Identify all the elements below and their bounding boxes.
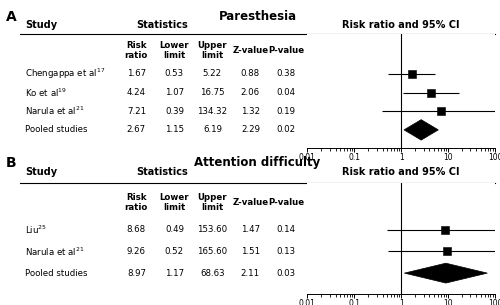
Text: 2.06: 2.06 — [241, 88, 260, 97]
Text: 134.32: 134.32 — [198, 107, 228, 116]
Text: Narula et al$^{21}$: Narula et al$^{21}$ — [25, 245, 84, 258]
Text: 165.60: 165.60 — [198, 247, 228, 256]
Text: Study: Study — [25, 167, 57, 178]
Text: 4.24: 4.24 — [127, 88, 146, 97]
Text: 0.19: 0.19 — [276, 107, 295, 116]
Text: 153.60: 153.60 — [198, 225, 228, 234]
Text: 5.22: 5.22 — [203, 70, 222, 78]
Text: Lower
limit: Lower limit — [160, 41, 189, 60]
Text: 0.14: 0.14 — [276, 225, 295, 234]
Text: 2.29: 2.29 — [241, 125, 260, 135]
Text: 0.02: 0.02 — [276, 125, 295, 135]
Text: Ko et al$^{19}$: Ko et al$^{19}$ — [25, 86, 67, 99]
Text: A: A — [6, 10, 16, 24]
Text: 2.11: 2.11 — [241, 269, 260, 278]
Text: 8.97: 8.97 — [127, 269, 146, 278]
Text: 1.17: 1.17 — [165, 269, 184, 278]
Text: Favors TOP: Favors TOP — [311, 184, 354, 193]
Text: B: B — [6, 156, 16, 170]
Polygon shape — [404, 263, 487, 283]
Text: 8.68: 8.68 — [127, 225, 146, 234]
Text: 1.51: 1.51 — [241, 247, 260, 256]
Text: 7.21: 7.21 — [127, 107, 146, 116]
Text: 0.04: 0.04 — [276, 88, 295, 97]
Text: Pooled studies: Pooled studies — [25, 269, 88, 278]
Text: P-value: P-value — [268, 46, 304, 55]
Text: Risk ratio and 95% CI: Risk ratio and 95% CI — [342, 167, 460, 178]
Text: 0.03: 0.03 — [276, 269, 295, 278]
Text: Z-value: Z-value — [232, 198, 268, 207]
Text: Attention difficulty: Attention difficulty — [194, 156, 320, 169]
Text: 0.52: 0.52 — [165, 247, 184, 256]
Text: Upper
limit: Upper limit — [198, 193, 227, 213]
Text: Z-value: Z-value — [232, 46, 268, 55]
Text: 16.75: 16.75 — [200, 88, 224, 97]
Text: 0.39: 0.39 — [165, 107, 184, 116]
Text: Risk ratio and 95% CI: Risk ratio and 95% CI — [342, 20, 460, 30]
Text: P-value: P-value — [268, 198, 304, 207]
Text: Favors CON: Favors CON — [447, 184, 491, 193]
Text: 1.15: 1.15 — [165, 125, 184, 135]
Text: Chengappa et al$^{17}$: Chengappa et al$^{17}$ — [25, 67, 105, 81]
Text: Study: Study — [25, 20, 57, 30]
Text: 1.32: 1.32 — [241, 107, 260, 116]
Text: 6.19: 6.19 — [203, 125, 222, 135]
Text: Statistics: Statistics — [136, 20, 188, 30]
Text: Paresthesia: Paresthesia — [218, 10, 296, 23]
Text: 0.13: 0.13 — [276, 247, 295, 256]
Text: 0.53: 0.53 — [165, 70, 184, 78]
Text: Risk
ratio: Risk ratio — [124, 41, 148, 60]
Text: Upper
limit: Upper limit — [198, 41, 227, 60]
Text: 1.67: 1.67 — [127, 70, 146, 78]
Text: 1.07: 1.07 — [165, 88, 184, 97]
Text: Statistics: Statistics — [136, 167, 188, 178]
Text: Narula et al$^{21}$: Narula et al$^{21}$ — [25, 105, 84, 117]
Text: 0.88: 0.88 — [241, 70, 260, 78]
Text: 1.47: 1.47 — [241, 225, 260, 234]
Polygon shape — [404, 120, 438, 140]
Text: Lower
limit: Lower limit — [160, 193, 189, 213]
Text: Risk
ratio: Risk ratio — [124, 193, 148, 213]
Text: 9.26: 9.26 — [127, 247, 146, 256]
Text: 68.63: 68.63 — [200, 269, 224, 278]
Text: 0.38: 0.38 — [276, 70, 295, 78]
Text: 2.67: 2.67 — [127, 125, 146, 135]
Text: Pooled studies: Pooled studies — [25, 125, 88, 135]
Text: 0.49: 0.49 — [165, 225, 184, 234]
Text: Liu$^{25}$: Liu$^{25}$ — [25, 224, 46, 236]
